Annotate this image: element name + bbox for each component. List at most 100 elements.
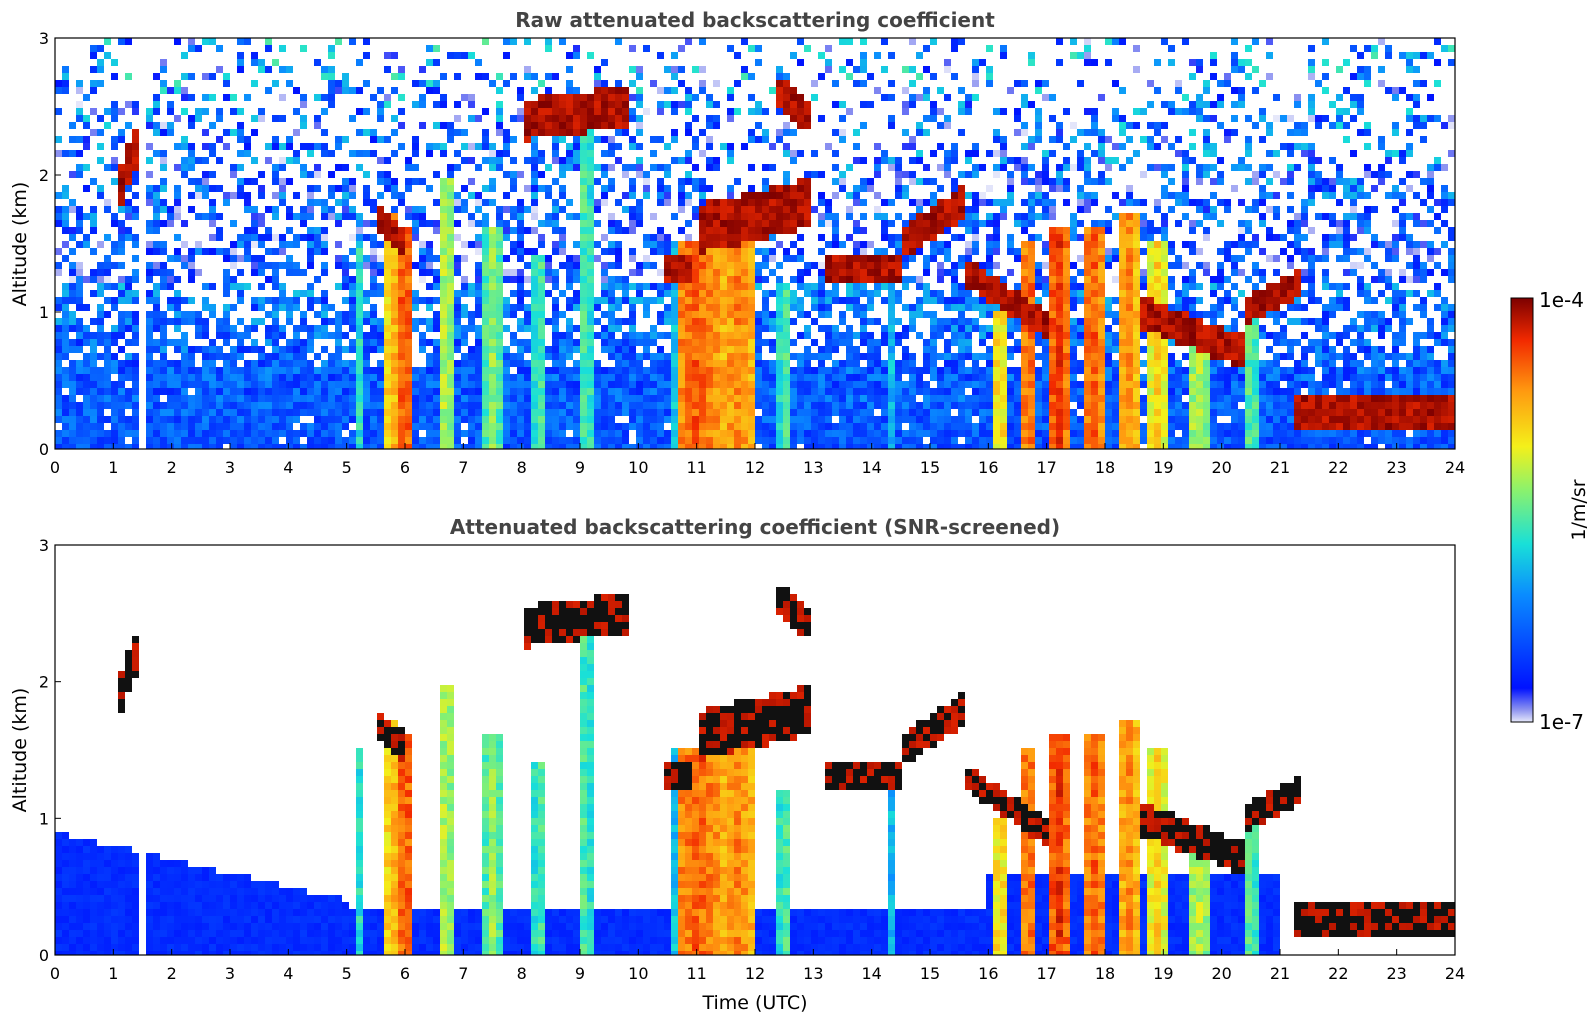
heatmap-cell [979,437,986,444]
heatmap-cell [1007,423,1014,430]
heatmap-cell [440,423,447,430]
heatmap-cell [272,59,279,66]
heatmap-cell [895,178,902,185]
heatmap-cell [90,45,97,52]
heatmap-cell [615,388,622,395]
heatmap-cell [790,94,797,101]
heatmap-cell [958,339,965,346]
heatmap-cell [790,115,797,122]
heatmap-cell [251,339,258,346]
heatmap-cell [286,339,293,346]
heatmap-cell [699,38,706,45]
heatmap-cell [622,437,629,444]
heatmap-cell [76,381,83,388]
heatmap-cell [279,192,286,199]
heatmap-cell [83,360,90,367]
heatmap-cell [986,416,993,423]
heatmap-cell [377,402,384,409]
heatmap-cell [748,423,755,430]
heatmap-cell [867,367,874,374]
heatmap-cell [916,283,923,290]
heatmap-cell [300,367,307,374]
heatmap-cell [881,262,888,269]
heatmap-cell [265,157,272,164]
heatmap-cell [713,381,720,388]
heatmap-cell [314,381,321,388]
heatmap-cell [587,416,594,423]
heatmap-cell [706,423,713,430]
heatmap-cell [636,171,643,178]
heatmap-cell [447,171,454,178]
heatmap-cell [377,430,384,437]
heatmap-cell [489,409,496,416]
heatmap-cell [965,304,972,311]
heatmap-cell [328,213,335,220]
heatmap-cell [195,213,202,220]
heatmap-cell [419,269,426,276]
heatmap-cell [958,367,965,374]
heatmap-cell [615,227,622,234]
heatmap-cell [958,297,965,304]
heatmap-cell [657,374,664,381]
heatmap-cell [384,381,391,388]
heatmap-cell [174,255,181,262]
heatmap-cell [776,367,783,374]
heatmap-cell [328,423,335,430]
heatmap-cell [720,227,727,234]
heatmap-cell [937,108,944,115]
heatmap-cell [426,220,433,227]
heatmap-cell [993,227,1000,234]
heatmap-cell [300,360,307,367]
heatmap-cell [713,122,720,129]
heatmap-cell [804,437,811,444]
heatmap-cell [650,381,657,388]
heatmap-cell [83,430,90,437]
heatmap-cell [755,227,762,234]
heatmap-cell [678,199,685,206]
heatmap-cell [559,185,566,192]
heatmap-cell [482,381,489,388]
heatmap-cell [223,143,230,150]
heatmap-cell [265,311,272,318]
heatmap-cell [132,430,139,437]
heatmap-cell [776,311,783,318]
heatmap-cell [552,206,559,213]
heatmap-cell [937,227,944,234]
heatmap-cell [888,353,895,360]
heatmap-cell [363,402,370,409]
heatmap-cell [482,129,489,136]
heatmap-cell [440,73,447,80]
heatmap-cell [888,297,895,304]
heatmap-cell [377,206,384,213]
heatmap-cell [811,304,818,311]
heatmap-cell [461,409,468,416]
heatmap-cell [195,437,202,444]
heatmap-cell [692,283,699,290]
heatmap-cell [118,38,125,45]
heatmap-cell [608,374,615,381]
heatmap-cell [937,381,944,388]
heatmap-cell [195,178,202,185]
heatmap-cell [769,437,776,444]
heatmap-cell [727,234,734,241]
heatmap-cell [664,381,671,388]
heatmap-cell [937,185,944,192]
heatmap-cell [1007,304,1014,311]
heatmap-cell [426,318,433,325]
heatmap-cell [398,374,405,381]
heatmap-cell [209,346,216,353]
heatmap-cell [657,52,664,59]
heatmap-cell [727,241,734,248]
heatmap-cell [552,402,559,409]
heatmap-cell [1007,269,1014,276]
heatmap-cell [146,332,153,339]
heatmap-cell [237,395,244,402]
heatmap-cell [622,402,629,409]
heatmap-cell [83,339,90,346]
heatmap-cell [965,150,972,157]
heatmap-cell [321,374,328,381]
heatmap-cell [706,248,713,255]
heatmap-cell [272,423,279,430]
heatmap-cell [524,423,531,430]
heatmap-cell [342,311,349,318]
